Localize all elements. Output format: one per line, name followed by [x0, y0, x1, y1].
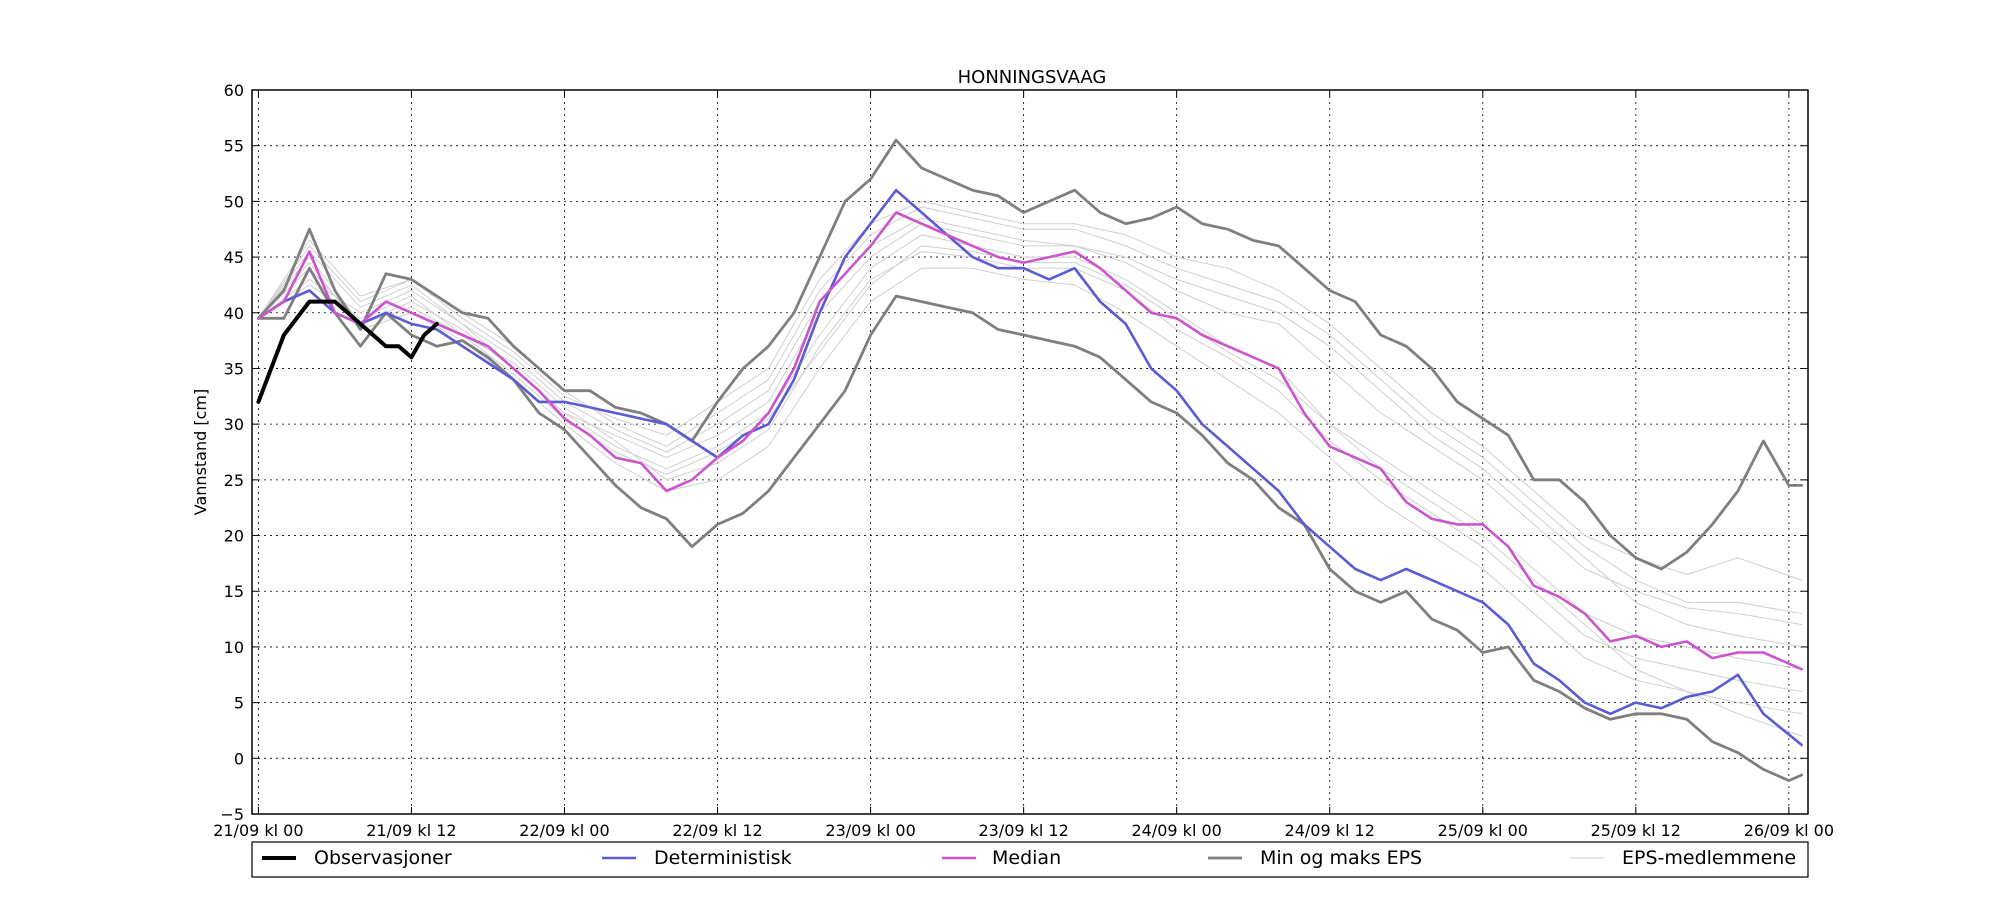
main-series-group	[256, 138, 1803, 782]
legend-label: Min og maks EPS	[1260, 847, 1422, 869]
x-tick-label: 25/09 kl 00	[1438, 821, 1528, 840]
legend: Observasjoner Deterministisk Median Min og …	[262, 847, 1796, 869]
y-tick-label: 10	[224, 638, 244, 657]
observasjoner-line	[256, 299, 439, 404]
x-tick-label: 21/09 kl 12	[366, 821, 456, 840]
x-tick-label: 23/09 kl 00	[825, 821, 915, 840]
y-axis-label: Vannstand [cm]	[191, 389, 210, 515]
legend-label: Deterministisk	[654, 847, 792, 869]
legend-box	[251, 841, 1809, 878]
eps-member-line	[257, 217, 1803, 626]
deterministisk-line	[257, 188, 1803, 747]
x-tick-label: 22/09 kl 12	[672, 821, 762, 840]
y-tick-label: 15	[224, 582, 244, 601]
x-tick-label: 24/09 kl 12	[1285, 821, 1375, 840]
plot-frame	[251, 89, 1809, 815]
eps-member-line	[257, 200, 1803, 581]
y-tick-label: 0	[234, 749, 244, 768]
x-tick-label: 23/09 kl 12	[978, 821, 1068, 840]
x-tick-label: 25/09 kl 12	[1591, 821, 1681, 840]
x-tick-label: 24/09 kl 00	[1131, 821, 1221, 840]
y-tick-label: 50	[224, 192, 244, 211]
y-tick-label: 5	[234, 694, 244, 713]
y-tick-label: 60	[224, 81, 244, 100]
y-tick-label: 35	[224, 359, 244, 378]
grid-lines	[252, 90, 1808, 814]
x-tick-labels: 21/09 kl 00 21/09 kl 12 22/09 kl 00 22/09 k…	[213, 821, 1834, 840]
x-tick-label: 26/09 kl 00	[1744, 821, 1834, 840]
y-tick-label: 40	[224, 304, 244, 323]
legend-label: Observasjoner	[314, 847, 452, 869]
y-tick-label: 55	[224, 137, 244, 156]
y-tick-label: 45	[224, 248, 244, 267]
legend-label: Median	[992, 847, 1061, 869]
y-tick-label: 20	[224, 527, 244, 546]
legend-label: EPS-medlemmene	[1622, 847, 1796, 869]
y-tick-labels: −5 0 5 10 15 20 25 30 35 40 45 50 55 60	[220, 81, 244, 824]
x-tick-label: 22/09 kl 00	[519, 821, 609, 840]
y-tick-label: 30	[224, 415, 244, 434]
chart-title: HONNINGSVAAG	[958, 67, 1107, 88]
axis-ticks	[252, 89, 1808, 815]
plot-area	[252, 90, 1808, 814]
y-tick-label: −5	[220, 805, 244, 824]
min-maks-eps-line	[256, 266, 1803, 782]
y-tick-label: 25	[224, 471, 244, 490]
median-line	[257, 211, 1803, 671]
x-tick-label: 21/09 kl 00	[213, 821, 303, 840]
min-maks-eps-line	[256, 138, 1803, 571]
